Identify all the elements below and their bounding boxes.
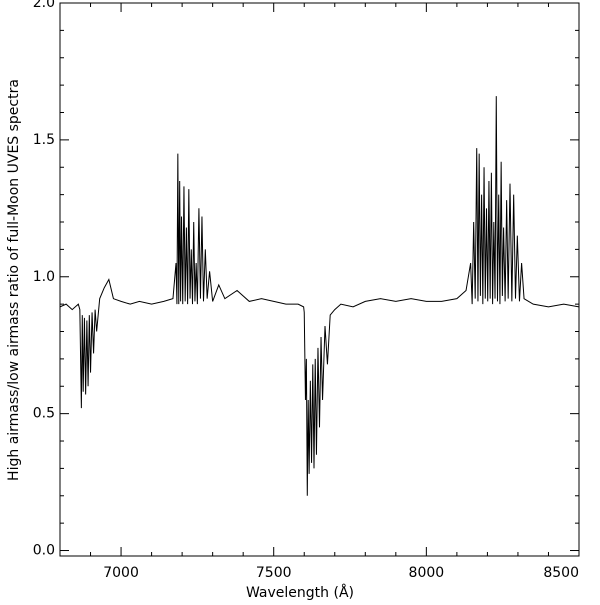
y-tick-label: 0.0 xyxy=(33,543,55,559)
y-tick-label: 2.0 xyxy=(33,0,55,11)
y-tick-label: 1.0 xyxy=(33,269,55,285)
spectrum-line xyxy=(59,96,580,496)
x-tick-label: 7000 xyxy=(103,565,139,581)
y-tick-label: 1.5 xyxy=(33,132,55,148)
y-axis-label: High airmass/low airmass ratio of full-M… xyxy=(6,79,22,481)
plot-frame xyxy=(59,2,580,557)
x-tick-label: 8000 xyxy=(409,565,445,581)
x-axis-label: Wavelength (Å) xyxy=(246,584,354,601)
x-tick-label: 8500 xyxy=(543,565,579,581)
y-tick-label: 0.5 xyxy=(33,406,55,422)
x-tick-label: 7500 xyxy=(256,565,292,581)
